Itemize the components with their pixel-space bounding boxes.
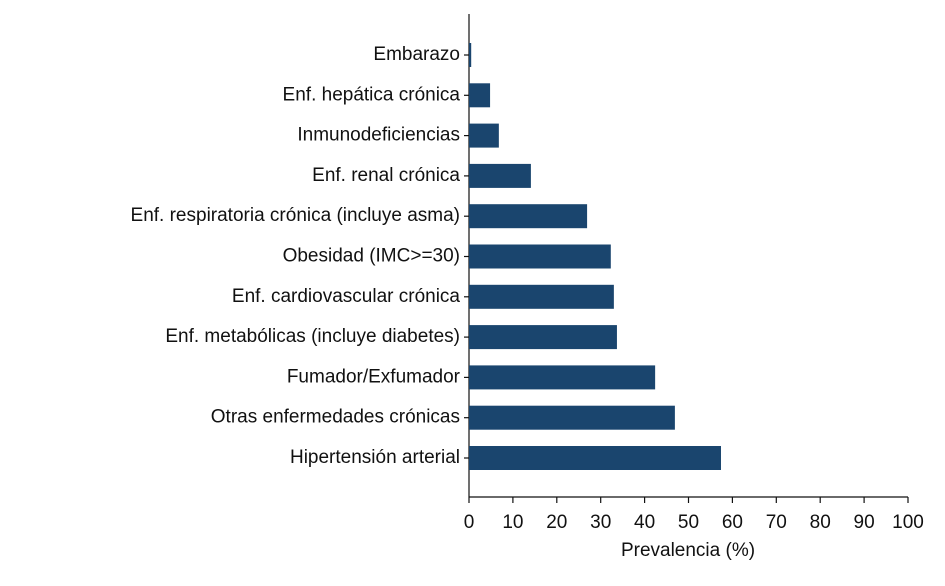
bar <box>469 43 472 67</box>
bar <box>469 284 614 309</box>
x-tick-label: 40 <box>634 512 655 533</box>
bar <box>469 123 499 148</box>
y-tick-label: Hipertensión arterial <box>290 447 460 468</box>
y-tick-label: Enf. hepática crónica <box>283 84 461 105</box>
x-axis-title: Prevalencia (%) <box>621 540 755 561</box>
x-tick-label: 0 <box>464 512 475 533</box>
x-tick-label: 60 <box>722 512 743 533</box>
y-tick-label: Embarazo <box>373 44 460 65</box>
y-tick-label: Enf. renal crónica <box>312 165 460 186</box>
y-tick-label: Enf. metabólicas (incluye diabetes) <box>165 326 460 347</box>
bar <box>469 365 656 390</box>
bar <box>469 405 675 430</box>
y-tick-label: Fumador/Exfumador <box>287 366 461 387</box>
bar <box>469 446 721 470</box>
bar <box>469 163 531 188</box>
x-tick-label: 50 <box>678 512 699 533</box>
x-tick-label: 70 <box>766 512 787 533</box>
bar <box>469 325 617 350</box>
x-tick-label: 10 <box>502 512 523 533</box>
bar <box>469 244 611 269</box>
x-tick-label: 100 <box>892 512 924 533</box>
x-tick-label: 90 <box>854 512 875 533</box>
y-tick-label: Otras enfermedades crónicas <box>211 407 460 428</box>
x-tick-label: 20 <box>546 512 567 533</box>
y-tick-label: Enf. respiratoria crónica (incluye asma) <box>131 205 460 226</box>
y-tick-label: Inmunodeficiencias <box>297 125 460 146</box>
y-tick-label: Obesidad (IMC>=30) <box>283 246 460 267</box>
bar <box>469 83 491 108</box>
x-tick-label: 30 <box>590 512 611 533</box>
y-tick-label: Enf. cardiovascular crónica <box>232 286 461 307</box>
x-tick-label: 80 <box>810 512 831 533</box>
bar <box>469 204 588 229</box>
